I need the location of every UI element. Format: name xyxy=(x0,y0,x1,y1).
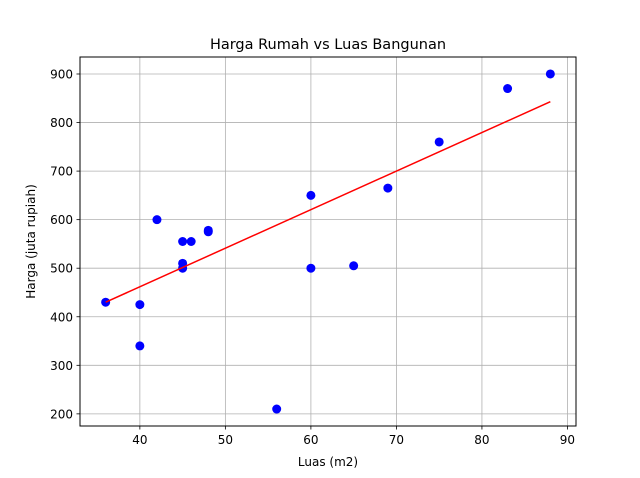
data-point xyxy=(186,237,196,246)
data-point xyxy=(135,341,145,351)
x-tick-label: 60 xyxy=(303,433,318,447)
regression-line xyxy=(105,100,551,303)
x-tick-label: 90 xyxy=(560,433,575,447)
x-axis-title: Luas (m2) xyxy=(298,455,358,469)
x-tick-label: 50 xyxy=(218,433,233,447)
data-point xyxy=(152,215,162,225)
plot-frame xyxy=(79,56,577,427)
tick-layer: 40 50 60 70 80 90 200 300 400 500 600 700 800 900 xyxy=(50,67,575,447)
data-point xyxy=(178,237,188,246)
data-point xyxy=(203,225,213,235)
data-point xyxy=(503,84,513,94)
data-point xyxy=(135,300,145,310)
y-tick-label: 900 xyxy=(50,67,73,81)
y-tick-label: 400 xyxy=(50,310,73,324)
data-point xyxy=(306,190,316,200)
x-tick-label: 80 xyxy=(474,433,489,447)
y-tick-label: 200 xyxy=(50,407,73,421)
data-point xyxy=(434,137,444,147)
grid-lines xyxy=(80,57,576,426)
x-tick-label: 70 xyxy=(389,433,404,447)
data-point xyxy=(383,183,393,193)
x-tick-label: 40 xyxy=(132,433,147,447)
y-tick-label: 500 xyxy=(50,262,73,276)
y-tick-label: 800 xyxy=(50,116,73,130)
data-point xyxy=(306,263,316,273)
y-tick-label: 600 xyxy=(50,213,73,227)
data-point xyxy=(349,261,359,271)
series-layer xyxy=(101,69,555,414)
chart-title: Harga Rumah vs Luas Bangunan xyxy=(210,37,446,53)
data-point xyxy=(545,69,555,79)
data-point xyxy=(272,404,282,414)
y-axis-title: Harga (juta rupiah) xyxy=(24,184,38,299)
y-tick-label: 700 xyxy=(50,165,73,179)
y-tick-label: 300 xyxy=(50,359,73,373)
